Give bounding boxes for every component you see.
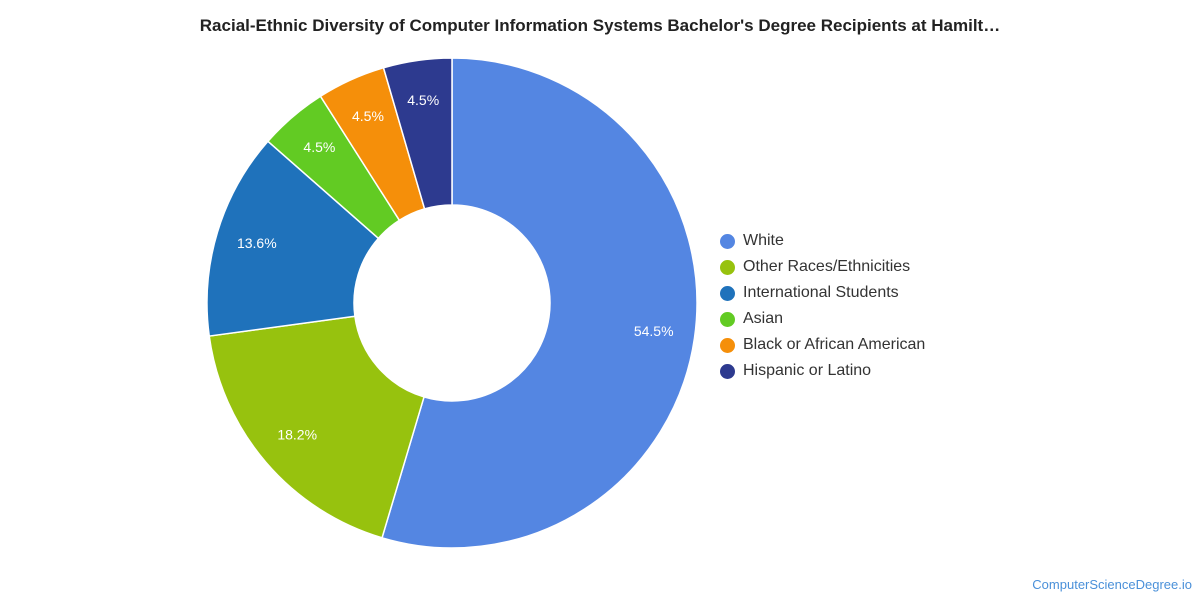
legend-swatch [720,363,735,379]
legend-label: White [743,232,784,249]
slice-label: 4.5% [303,139,335,155]
slice-hispanic-or-latino[interactable] [382,57,453,210]
slice-other-races-ethnicities[interactable] [208,315,425,539]
source-link[interactable]: ComputerScienceDegree.io [1032,577,1192,592]
legend-item[interactable]: White [720,228,925,254]
slice-label: 4.5% [352,108,384,124]
legend-label: Hispanic or Latino [743,362,872,379]
legend-swatch [720,285,735,301]
slice-label: 4.5% [407,92,439,108]
legend-swatch [720,311,735,327]
slice-international-students[interactable] [206,140,380,337]
slice-label: 13.6% [237,235,277,251]
slice-white[interactable] [381,57,698,549]
legend-item[interactable]: Hispanic or Latino [720,358,925,384]
legend-item[interactable]: Other Races/Ethnicities [720,254,925,280]
slice-label: 18.2% [277,426,317,442]
legend-label: Other Races/Ethnicities [743,258,911,275]
chart-title: Racial-Ethnic Diversity of Computer Info… [199,16,1001,35]
legend-swatch [720,233,735,249]
legend-label: Black or African American [743,336,926,353]
legend-item[interactable]: Asian [720,306,925,332]
legend-label: Asian [743,310,784,327]
legend-label: International Students [743,284,899,301]
legend-swatch [720,259,735,275]
slice-label: 54.5% [634,323,674,339]
chart-legend: White Other Races/Ethnicities Internationa… [720,228,925,384]
legend-item[interactable]: International Students [720,280,925,306]
legend-item[interactable]: Black or African American [720,332,925,358]
legend-swatch [720,337,735,353]
